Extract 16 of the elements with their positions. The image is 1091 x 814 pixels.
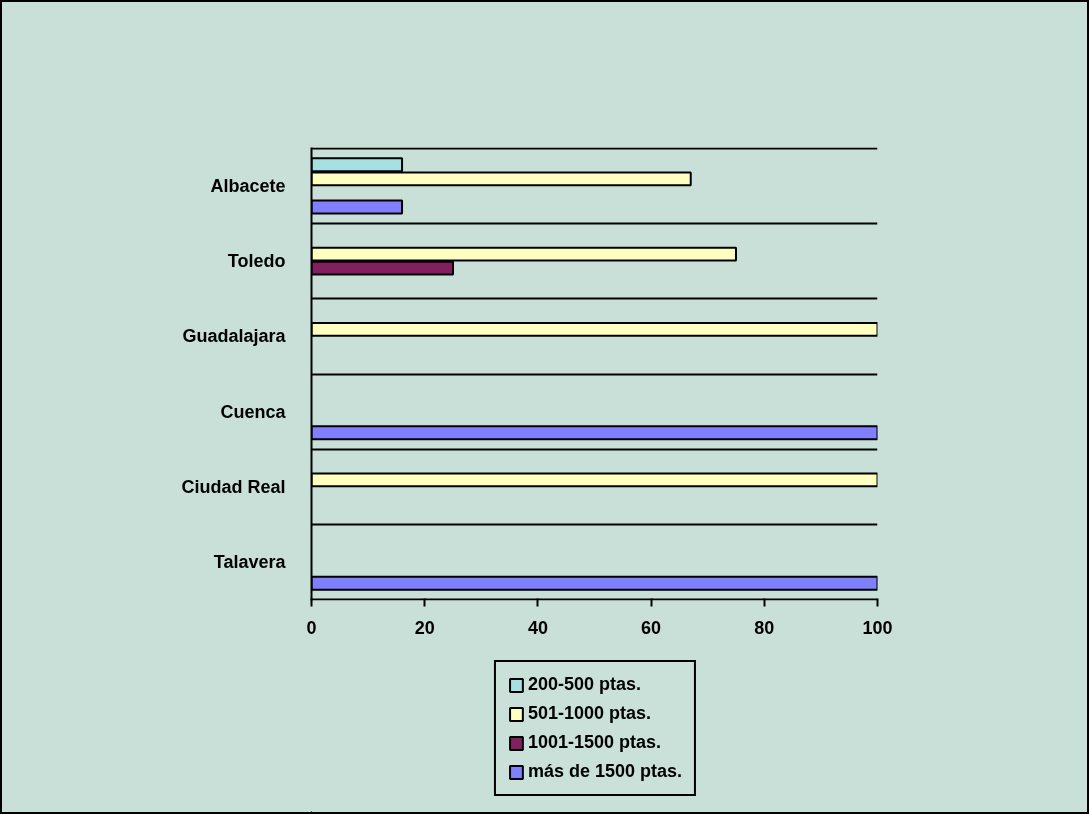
- y-tick-label: Cuenca: [220, 401, 287, 422]
- y-tick-label: Talavera: [213, 552, 287, 573]
- y-tick-label: Guadalajara: [182, 326, 287, 347]
- y-tick-label: Toledo: [227, 251, 286, 272]
- legend-label: 501-1000 ptas.: [527, 703, 652, 724]
- x-tick-label: 20: [414, 617, 435, 638]
- y-tick-label: Albacete: [210, 175, 286, 196]
- x-tick-label: 40: [527, 617, 548, 638]
- legend-label: 200-500 ptas.: [527, 674, 642, 695]
- y-tick-label: Ciudad Real: [181, 476, 286, 497]
- x-tick-label: 60: [641, 617, 662, 638]
- x-tick-label: 0: [306, 617, 317, 638]
- x-tick-label: 100: [862, 617, 893, 638]
- x-tick-label: 80: [754, 617, 775, 638]
- legend-label: más de 1500 ptas.: [527, 761, 683, 782]
- legend-label: 1001-1500 ptas.: [527, 732, 662, 753]
